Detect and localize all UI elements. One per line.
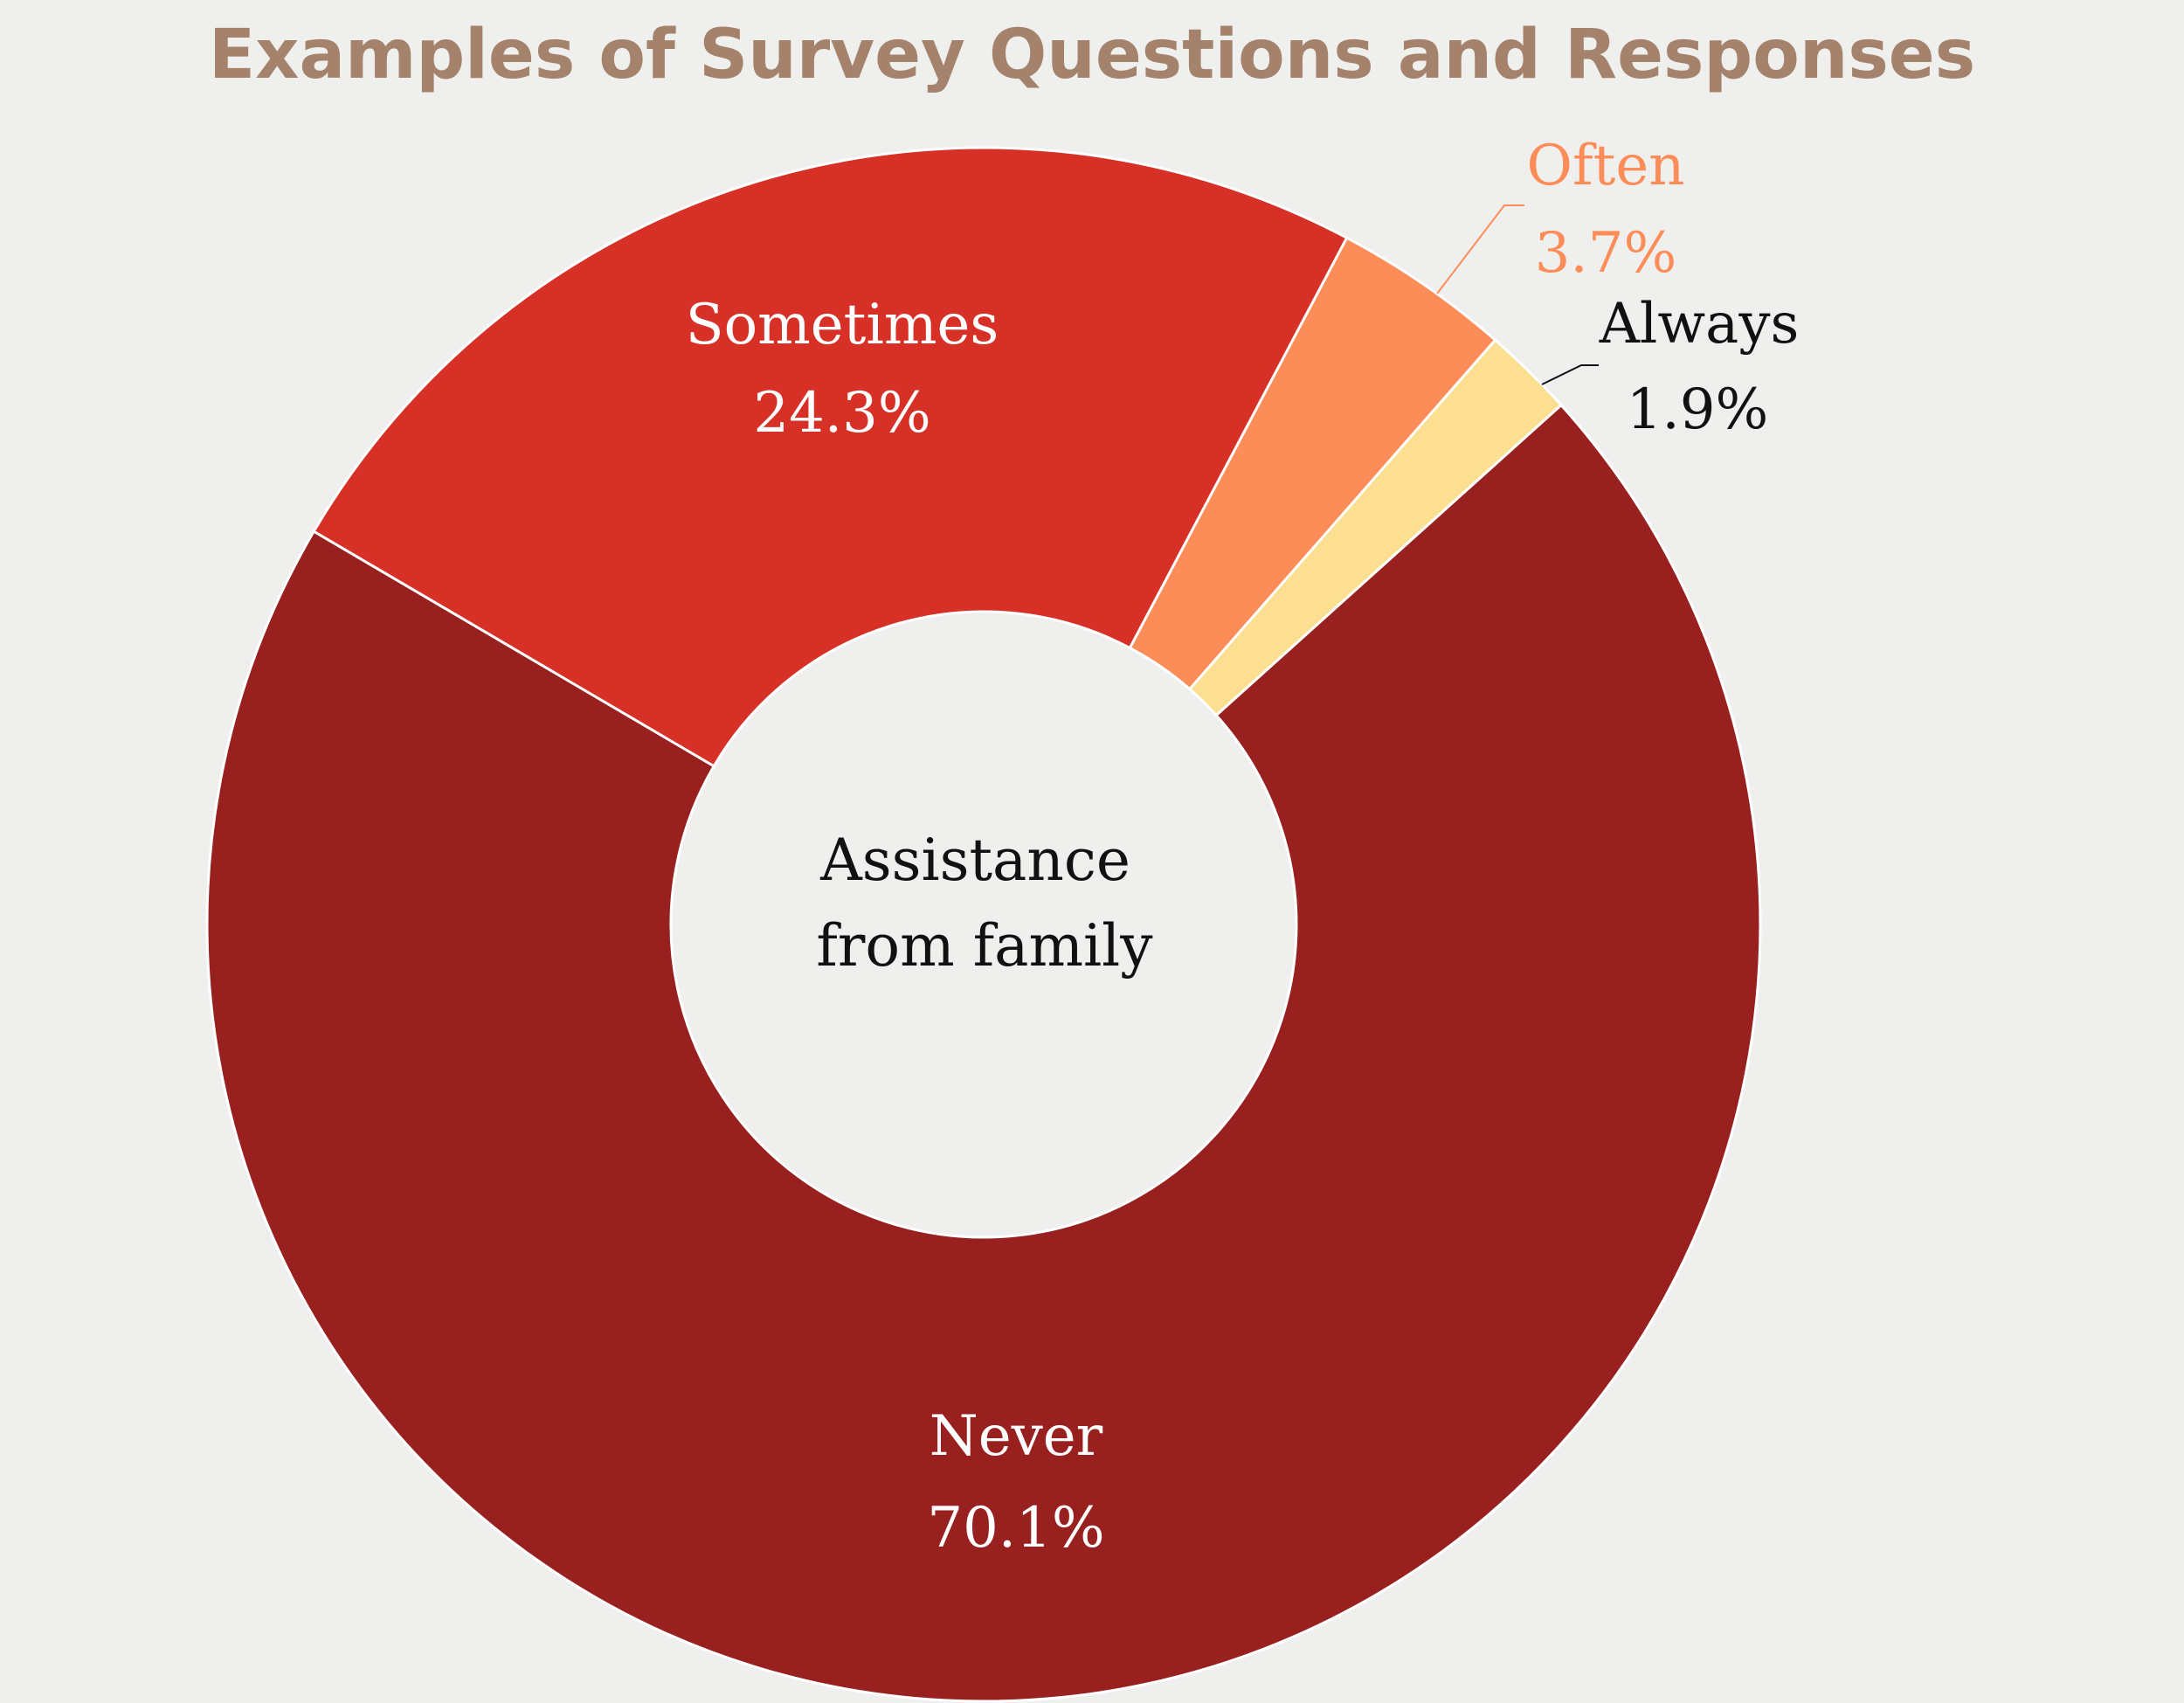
leader-lines xyxy=(1436,204,1599,385)
slice-never xyxy=(205,403,1762,1703)
slice-label-often-value: 3.7% xyxy=(1535,221,1677,286)
chart-title: Examples of Survey Questions and Respons… xyxy=(208,16,1976,94)
center-label-line-2: from family xyxy=(816,912,1153,980)
slice-label-never-value: 70.1% xyxy=(927,1496,1104,1561)
slices-group xyxy=(205,146,1762,1703)
slice-labels: Always 1.9% Never 70.1% Sometimes 24.3% Often 3… xyxy=(686,134,1800,1561)
slice-often xyxy=(1128,236,1497,691)
slice-label-sometimes-name: Sometimes xyxy=(686,293,999,357)
slice-sometimes xyxy=(312,146,1349,768)
leader-line-always xyxy=(1541,364,1599,385)
center-label: Assistance from family xyxy=(816,827,1153,980)
slice-label-often-name: Often xyxy=(1527,134,1685,198)
slice-label-always-name: Always xyxy=(1599,292,1800,357)
slice-label-never-name: Never xyxy=(930,1404,1103,1469)
slice-label-sometimes-value: 24.3% xyxy=(753,381,930,446)
slice-label-always-value: 1.9% xyxy=(1627,377,1769,442)
center-label-line-1: Assistance xyxy=(819,827,1130,894)
leader-line-often xyxy=(1436,204,1524,294)
